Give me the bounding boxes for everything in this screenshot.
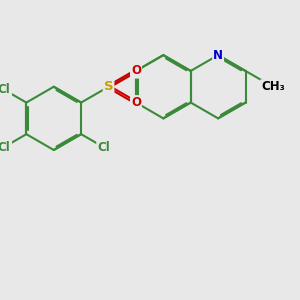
Text: O: O xyxy=(131,64,141,77)
Text: O: O xyxy=(131,64,141,77)
Text: S: S xyxy=(104,80,113,93)
Text: Cl: Cl xyxy=(0,141,10,154)
Text: N: N xyxy=(213,49,223,62)
Text: Cl: Cl xyxy=(0,83,10,96)
Text: CH₃: CH₃ xyxy=(261,80,285,93)
Text: O: O xyxy=(131,96,141,109)
Text: Cl: Cl xyxy=(97,141,110,154)
